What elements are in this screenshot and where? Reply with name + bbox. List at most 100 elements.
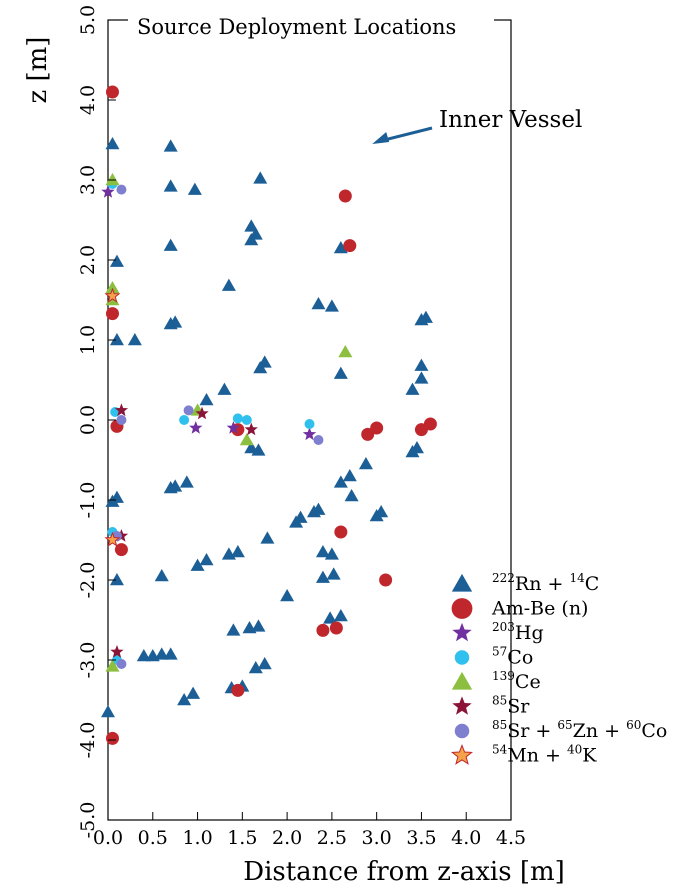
legend-marker-5 [451,671,473,690]
data-point-series-1 [230,545,245,558]
data-point-series-1 [306,505,321,518]
data-point-series-7 [183,405,194,416]
data-point-series-1 [163,238,178,251]
legend-label-5: 139Ce [492,669,541,693]
data-point-series-1 [105,494,120,507]
y-tick-label: 0.0 [77,405,99,435]
data-point-series-4 [232,413,243,424]
data-point-series-7 [116,415,127,425]
data-point-series-1 [324,547,339,560]
data-point-series-1 [163,139,178,152]
x-tick-label: 1.0 [182,827,212,849]
data-point-series-4 [304,419,315,429]
data-point-series-2 [370,421,384,435]
data-point-series-6 [110,645,124,658]
data-point-series-1 [217,382,232,395]
data-point-series-2 [414,423,428,437]
data-point-series-7 [116,184,127,195]
data-point-series-1 [244,219,259,232]
data-point-series-1 [414,358,429,371]
legend-marker-3 [452,622,472,642]
data-point-series-1 [109,573,124,586]
data-point-series-2 [105,307,119,321]
legend-label-4: 57Co [492,645,533,669]
y-tick-label: -5.0 [77,802,99,839]
data-point-series-1 [369,509,384,522]
legend-marker-8 [450,744,474,765]
data-point-series-2 [379,573,393,587]
data-point-series-6 [195,406,209,420]
x-tick-label: 3.5 [406,827,436,849]
data-point-series-2 [231,683,245,697]
data-point-series-1 [136,649,151,662]
legend-label-6: 85Sr [492,694,530,718]
data-point-series-5 [338,345,353,358]
y-tick-label: -2.0 [77,562,99,599]
data-point-series-1 [190,558,205,571]
x-tick-label: 1.5 [227,827,257,849]
data-point-series-1 [311,297,326,310]
data-point-series-1 [177,693,192,706]
data-point-series-1 [324,299,339,312]
legend-label-3: 203Hg [492,620,544,644]
x-tick-label: 3.0 [362,827,392,849]
x-tick-label: 4.0 [451,827,481,849]
data-point-series-1 [101,705,115,718]
data-point-series-3 [226,421,240,434]
data-point-series-1 [333,609,348,622]
y-tick-label: 2.0 [77,245,99,275]
y-tick-label: -1.0 [77,482,99,519]
data-point-series-6 [114,403,129,417]
data-point-series-1 [127,333,142,346]
data-point-series-7 [313,435,324,445]
data-point-series-1 [168,479,183,492]
legend-label-2: Am-Be (n) [491,598,588,620]
data-point-series-1 [260,531,275,544]
y-tick-label: -3.0 [77,642,99,679]
data-point-series-1 [109,254,124,267]
data-point-series-1 [163,179,178,192]
data-point-series-1 [344,489,359,502]
data-point-series-5 [105,659,120,672]
data-points [101,85,437,745]
data-point-series-1 [333,475,348,488]
data-point-series-1 [280,589,295,602]
data-point-series-1 [326,567,341,580]
legend-label-1: 222Rn + 14C [492,571,599,595]
data-point-series-1 [323,611,338,624]
data-point-series-1 [186,686,201,699]
legend-marker-6 [452,696,472,715]
data-point-series-5 [105,281,120,294]
inner-vessel-label: Inner Vessel [439,107,582,133]
data-point-series-3 [101,185,115,198]
data-point-series-1 [154,569,169,582]
legend-marker-7 [454,723,470,739]
data-point-series-1 [253,171,268,184]
data-point-series-1 [221,547,236,560]
y-axis-ticks: -5.0 -4.0 -3.0 -2.0 -1.0 0.0 1.0 2.0 3.0 4.0 5.0 [77,5,116,838]
y-tick-label: 5.0 [77,5,99,35]
title-background [128,8,494,42]
data-point-series-1 [199,393,214,406]
data-point-series-2 [338,189,352,203]
y-tick-label: 4.0 [77,85,99,115]
data-point-series-1 [414,371,429,384]
legend: 222Rn + 14C Am-Be (n)203Hg57Co139Ce85Sr85… [450,571,667,767]
data-point-series-1 [179,475,194,488]
data-point-series-1 [154,647,169,660]
legend-label-7: 85Sr + 65Zn + 60Co [492,718,667,742]
x-tick-label: 2.0 [272,827,302,849]
data-point-series-1 [242,621,257,634]
inner-vessel-arrow [372,126,433,144]
data-point-series-1 [405,382,420,395]
data-point-series-1 [251,619,266,632]
data-point-series-2 [343,239,357,253]
data-point-series-1 [187,182,202,195]
arrow-head [372,132,390,144]
data-point-series-5 [239,433,254,446]
data-point-series-2 [329,621,343,635]
data-point-series-8 [104,287,121,303]
data-point-series-1 [315,545,330,558]
y-tick-label: 3.0 [77,165,99,195]
data-point-series-1 [257,657,272,670]
